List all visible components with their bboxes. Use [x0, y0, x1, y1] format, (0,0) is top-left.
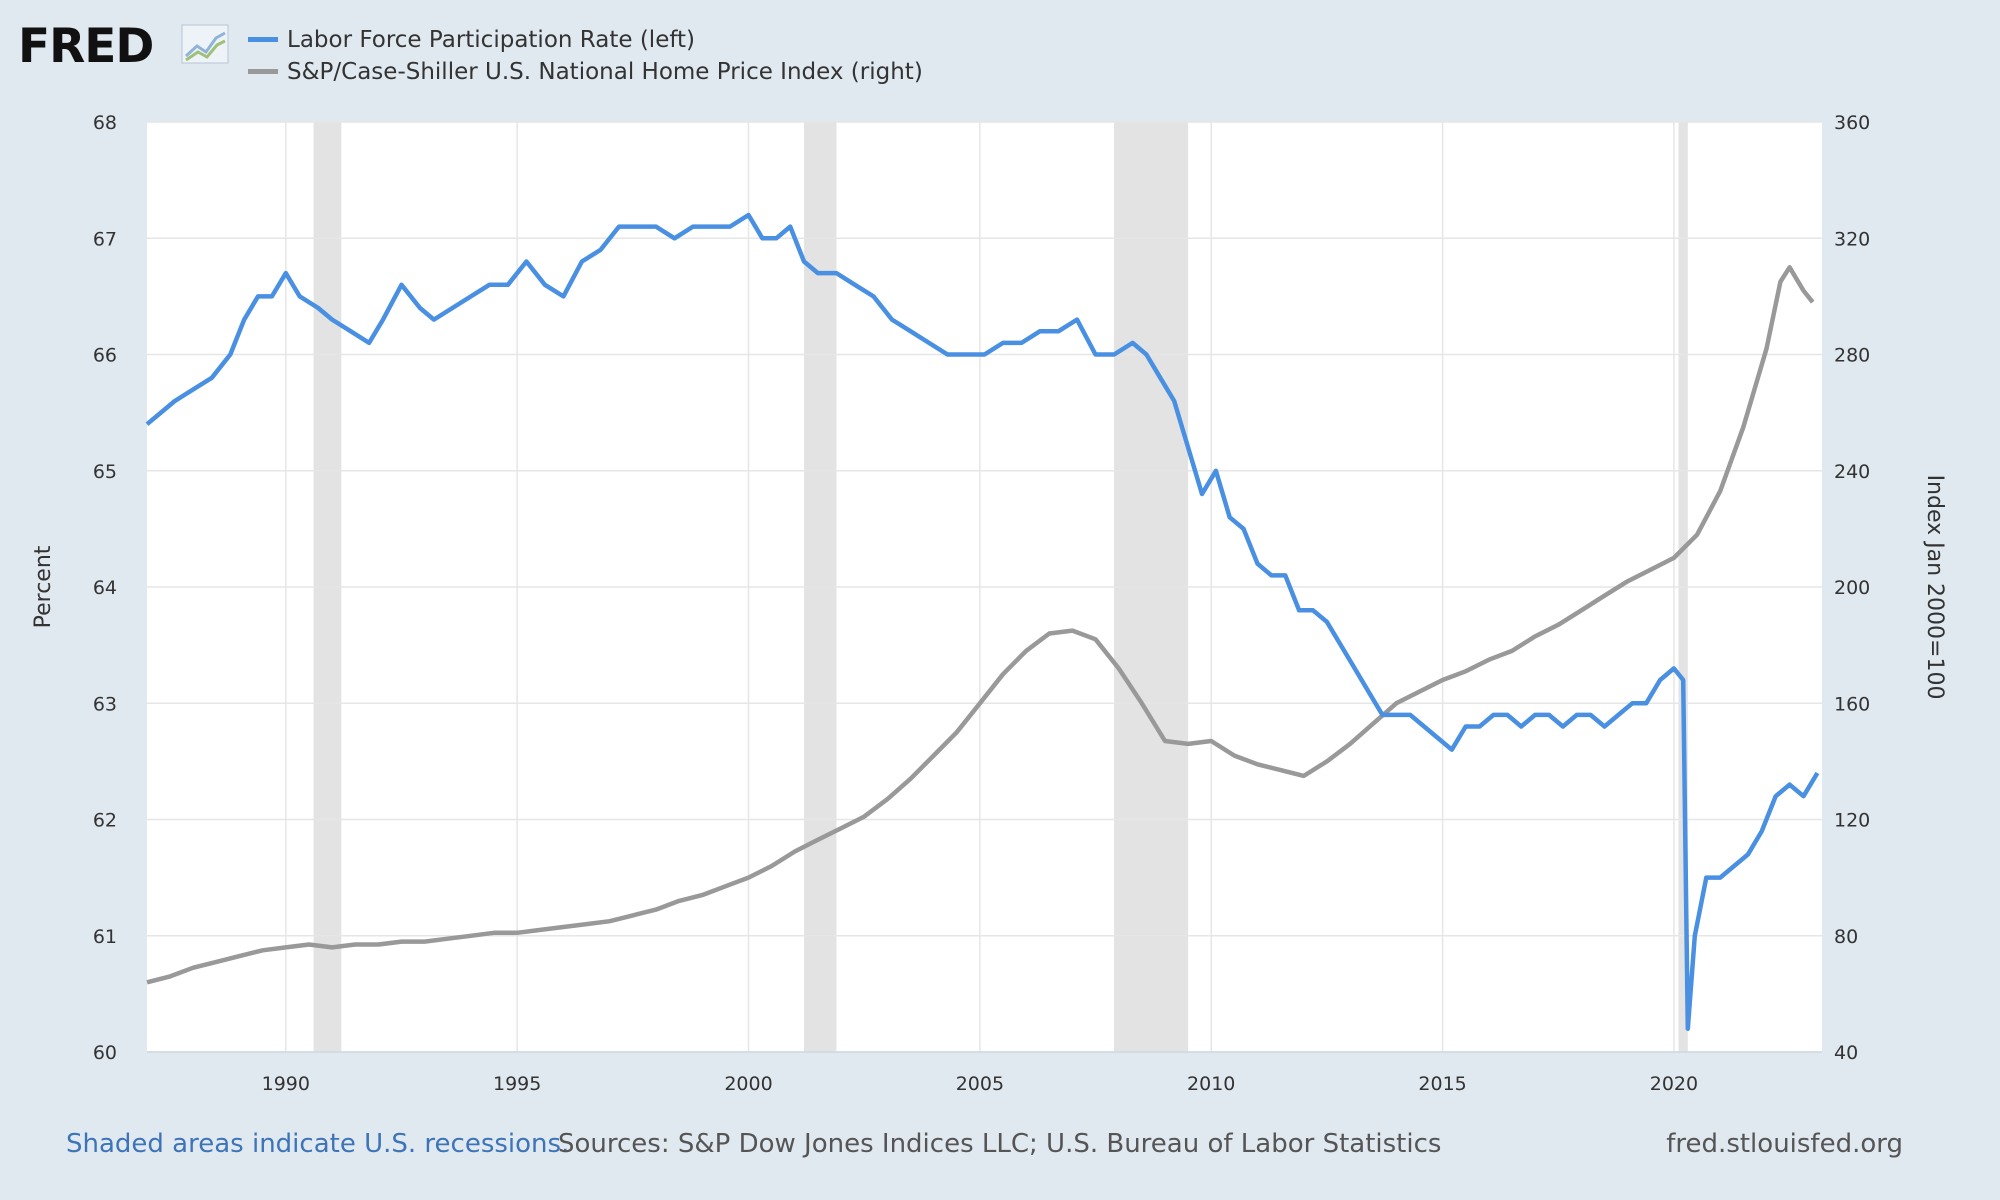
site-link[interactable]: fred.stlouisfed.org [1666, 1129, 1903, 1159]
left-tick-label-3: 63 [93, 693, 117, 715]
left-tick-label-8: 68 [93, 112, 117, 134]
x-tick-label-2: 2000 [724, 1073, 772, 1095]
left-tick-label-4: 64 [93, 577, 117, 599]
left-tick-label-5: 65 [93, 461, 117, 483]
legend: Labor Force Participation Rate (left) S&… [248, 27, 923, 85]
axis-ticks: 60 61 62 63 64 65 66 67 68 40 80 120 160 200 240 280 320… [93, 112, 1870, 1095]
recession-note-link[interactable]: Shaded areas indicate U.S. recessions. [66, 1129, 569, 1159]
left-tick-label-1: 61 [93, 926, 117, 948]
left-axis-title: Percent [31, 545, 56, 628]
right-tick-label-1: 80 [1834, 926, 1858, 948]
sources-text: Sources: S&P Dow Jones Indices LLC; U.S.… [558, 1129, 1441, 1159]
legend-swatch-hpi [248, 69, 278, 74]
right-tick-label-3: 160 [1834, 693, 1870, 715]
fred-logo[interactable]: FRED [18, 19, 229, 74]
left-tick-label-0: 60 [93, 1042, 117, 1064]
legend-label-lfpr: Labor Force Participation Rate (left) [287, 27, 695, 53]
right-tick-label-2: 120 [1834, 810, 1870, 832]
x-tick-label-1: 1995 [493, 1073, 541, 1095]
right-tick-label-4: 200 [1834, 577, 1870, 599]
right-tick-label-5: 240 [1834, 461, 1870, 483]
right-tick-label-6: 280 [1834, 345, 1870, 367]
right-tick-label-7: 320 [1834, 228, 1870, 250]
x-tick-label-4: 2010 [1187, 1073, 1235, 1095]
left-tick-label-2: 62 [93, 810, 117, 832]
x-tick-label-3: 2005 [956, 1073, 1004, 1095]
series-line-lfpr [145, 212, 1820, 1031]
x-tick-label-6: 2020 [1650, 1073, 1698, 1095]
left-tick-label-6: 66 [93, 345, 117, 367]
x-tick-label-5: 2015 [1418, 1073, 1466, 1095]
right-tick-label-8: 360 [1834, 112, 1870, 134]
x-tick-label-0: 1990 [262, 1073, 310, 1095]
legend-swatch-lfpr [248, 37, 278, 42]
series-lines [145, 212, 1820, 1031]
right-axis-title: Index Jan 2000=100 [1922, 475, 1947, 700]
right-tick-label-0: 40 [1834, 1042, 1858, 1064]
fred-logo-graph-icon [181, 24, 229, 64]
legend-label-hpi: S&P/Case-Shiller U.S. National Home Pric… [287, 59, 923, 85]
gridlines [147, 121, 1822, 1053]
fred-logo-text: FRED [18, 19, 153, 74]
series-line-hpi [146, 265, 1815, 985]
left-tick-label-7: 67 [93, 228, 117, 250]
